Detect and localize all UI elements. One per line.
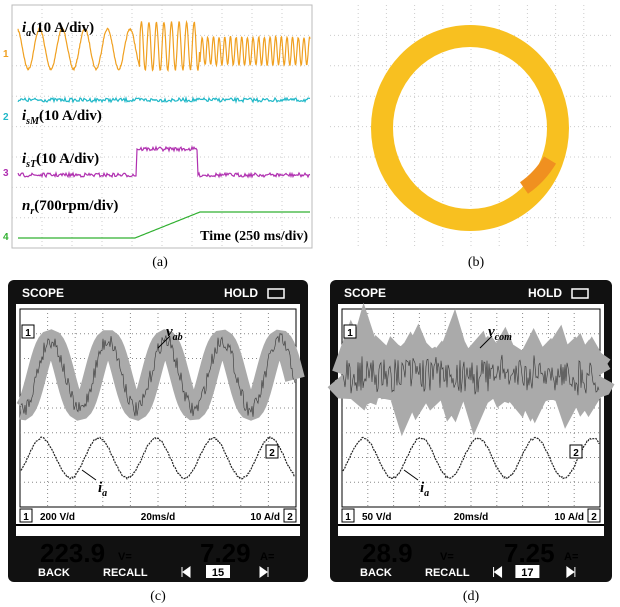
channel-index: 2: [591, 512, 597, 523]
softkey[interactable]: BACK: [360, 567, 392, 579]
subscript: com: [495, 332, 512, 343]
timebase: 20ms/d: [454, 512, 488, 523]
status: HOLD: [224, 286, 258, 300]
subscript: ab: [173, 332, 183, 343]
trace-marker: 2: [269, 448, 275, 459]
trace-marker: 1: [347, 328, 353, 339]
caption: (b): [468, 255, 485, 270]
page-number: 15: [212, 567, 224, 579]
ch2-scale: 10 A/d: [250, 512, 280, 523]
scale: (10 A/div): [31, 20, 94, 36]
channel-marker: 3: [3, 168, 9, 179]
unit: V=: [118, 551, 132, 563]
timebase: 20ms/d: [141, 512, 175, 523]
softkey[interactable]: RECALL: [103, 567, 148, 579]
ch1-scale: 200 V/d: [40, 512, 75, 523]
mode: SCOPE: [344, 286, 386, 300]
softkey[interactable]: BACK: [38, 567, 70, 579]
symbol: n: [22, 198, 30, 214]
mode: SCOPE: [22, 286, 64, 300]
caption: (c): [150, 589, 166, 604]
figure: 1234ia(10 A/div)isM(10 A/div)isT(10 A/di…: [0, 0, 620, 607]
scale: (10 A/div): [36, 151, 99, 167]
reading: 223.9: [40, 538, 105, 568]
unit: A=: [564, 551, 578, 563]
status: HOLD: [528, 286, 562, 300]
subscript: sM: [25, 116, 40, 127]
channel-marker: 4: [3, 232, 9, 243]
caption: (d): [463, 589, 480, 604]
reading: 7.29: [200, 538, 251, 568]
scale: (700rpm/div): [34, 198, 118, 214]
trace-marker: 2: [573, 448, 579, 459]
subscript: a: [424, 488, 429, 499]
caption: (a): [152, 255, 168, 270]
ch2-scale: 10 A/d: [554, 512, 584, 523]
ch1-scale: 50 V/d: [362, 512, 391, 523]
reading: 28.9: [362, 538, 413, 568]
channel-index: 1: [23, 512, 29, 523]
page-number: 17: [521, 567, 533, 579]
channel-marker: 2: [3, 112, 9, 123]
time-scale: Time (250 ms/div): [200, 229, 308, 244]
channel-index: 2: [287, 512, 293, 523]
unit: V=: [440, 551, 454, 563]
reading: 7.25: [504, 538, 555, 568]
scale: (10 A/div): [39, 108, 102, 124]
unit: A=: [260, 551, 274, 563]
channel-index: 1: [345, 512, 351, 523]
channel-marker: 1: [3, 49, 9, 60]
trace-marker: 1: [25, 328, 31, 339]
subscript: a: [102, 488, 107, 499]
softkey[interactable]: RECALL: [425, 567, 470, 579]
